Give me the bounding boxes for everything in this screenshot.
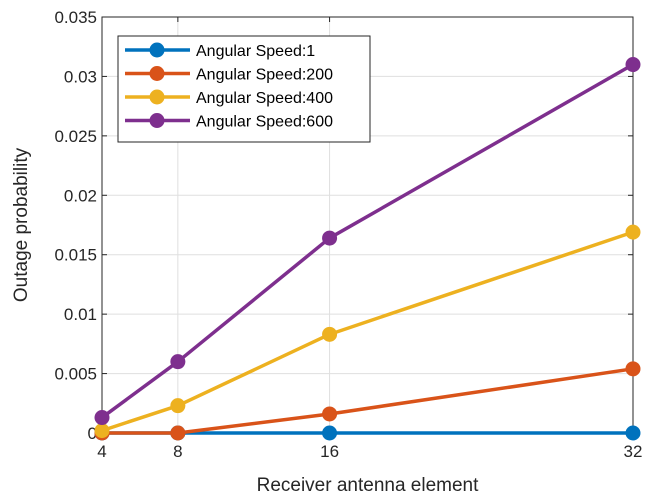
y-axis-label: Outage probability: [11, 147, 32, 302]
y-axis: 0 0.005 0.01 0.015 0.02 0.025 0.03 0.035: [54, 8, 633, 443]
y-tick-label: 0.01: [64, 305, 97, 324]
legend-marker: [149, 89, 165, 105]
data-point: [322, 406, 338, 422]
series-3: [94, 224, 641, 439]
x-axis-label: Receiver antenna element: [257, 475, 480, 496]
data-point: [94, 423, 110, 439]
legend-marker: [149, 66, 165, 81]
data-point: [625, 425, 641, 441]
data-point: [625, 57, 641, 73]
data-point: [322, 326, 338, 342]
y-tick-label: 0.005: [54, 365, 97, 384]
data-point: [322, 425, 338, 441]
legend-item: Angular Speed:200: [125, 66, 333, 84]
legend-label: Angular Speed:1: [196, 43, 315, 60]
data-point: [625, 224, 641, 240]
y-tick-label: 0: [88, 424, 97, 443]
y-tick-label: 0.03: [64, 67, 97, 86]
legend-label: Angular Speed:200: [196, 67, 333, 84]
legend-item: Angular Speed:400: [125, 89, 333, 107]
data-point: [94, 410, 110, 426]
series-line: [102, 367, 634, 435]
y-tick-label: 0.015: [54, 246, 97, 265]
series-line: [100, 63, 634, 419]
x-tick-label: 32: [624, 442, 643, 461]
legend-item: Angular Speed:600: [125, 113, 333, 131]
data-point: [170, 354, 186, 370]
data-point: [322, 230, 338, 246]
y-tick-label: 0.02: [64, 186, 97, 205]
series-4: [94, 57, 641, 426]
series-line: [101, 230, 634, 433]
x-axis: 4 8 16 32: [97, 17, 642, 461]
legend-label: Angular Speed:600: [196, 114, 333, 131]
data-point: [625, 361, 641, 377]
legend-item: Angular Speed:1: [125, 42, 315, 60]
legend: Angular Speed:1 Angular Speed:200 Angular …: [117, 35, 371, 143]
y-tick-label: 0.035: [54, 8, 97, 27]
x-tick-label: 16: [320, 442, 339, 461]
x-tick-label: 4: [97, 442, 106, 461]
y-tick-label: 0.025: [54, 127, 97, 146]
x-tick-label: 8: [173, 442, 182, 461]
legend-marker: [149, 113, 165, 128]
data-point: [170, 425, 186, 441]
legend-marker: [149, 42, 165, 58]
data-point: [170, 398, 186, 414]
legend-label: Angular Speed:400: [196, 90, 333, 107]
series-layer: [94, 57, 641, 441]
